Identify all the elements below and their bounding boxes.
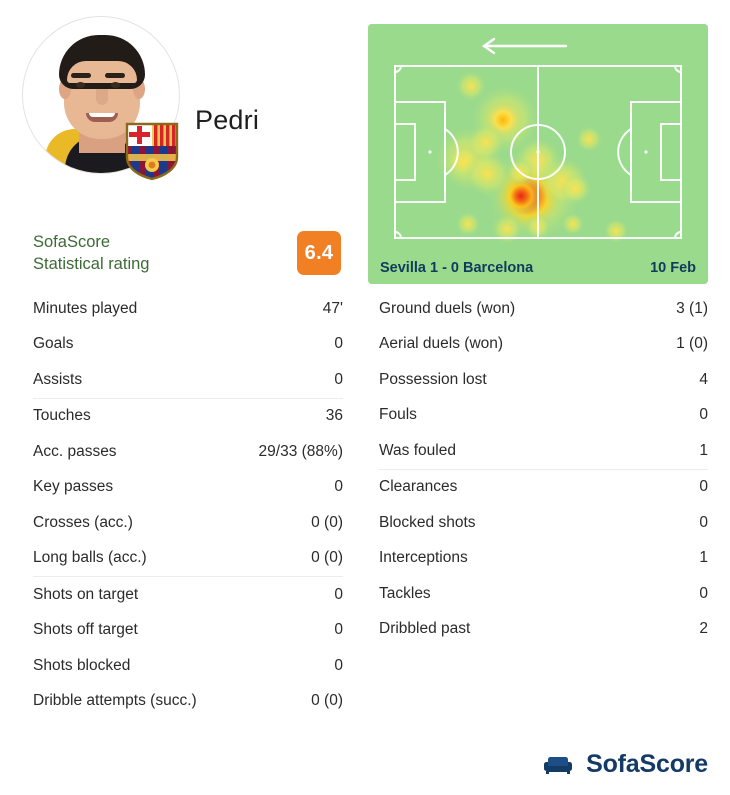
stat-label: Blocked shots bbox=[379, 513, 476, 531]
stat-row: Touches 36 bbox=[33, 399, 343, 435]
stats-group: Clearances 0 Blocked shots 0 Interceptions 1 T… bbox=[379, 468, 708, 648]
stat-row: Clearances 0 bbox=[379, 470, 708, 506]
stat-value: 0 bbox=[334, 478, 343, 496]
stat-row: Ground duels (won) 3 (1) bbox=[379, 291, 708, 327]
stat-value: 0 bbox=[334, 621, 343, 639]
stat-value: 1 bbox=[699, 441, 708, 459]
stat-row: Long balls (acc.) 0 (0) bbox=[33, 541, 343, 577]
stat-value: 0 bbox=[334, 585, 343, 603]
stat-value: 0 bbox=[334, 370, 343, 388]
stat-label: Aerial duels (won) bbox=[379, 335, 504, 353]
stat-row: Tackles 0 bbox=[379, 576, 708, 612]
stat-row: Was fouled 1 bbox=[379, 433, 708, 469]
stat-label: Fouls bbox=[379, 406, 417, 424]
stat-row: Acc. passes 29/33 (88%) bbox=[33, 434, 343, 470]
footer-brand[interactable]: SofaScore bbox=[542, 750, 708, 779]
stat-row: Blocked shots 0 bbox=[379, 505, 708, 541]
stat-row: Interceptions 1 bbox=[379, 541, 708, 577]
stat-value: 0 bbox=[699, 406, 708, 424]
player-photo-icon bbox=[22, 16, 180, 174]
fc-barcelona-crest-icon bbox=[125, 122, 179, 181]
stat-row: Aerial duels (won) 1 (0) bbox=[379, 327, 708, 363]
stat-value: 29/33 (88%) bbox=[258, 442, 343, 460]
statistics-section: Minutes played 47' Goals 0 Assists 0 Touches 36… bbox=[0, 291, 730, 719]
stat-value: 0 bbox=[699, 584, 708, 602]
stats-column-left: Minutes played 47' Goals 0 Assists 0 Touches 36… bbox=[0, 291, 365, 719]
stat-label: Dribble attempts (succ.) bbox=[33, 692, 197, 710]
stat-label: Possession lost bbox=[379, 370, 487, 388]
stat-label: Acc. passes bbox=[33, 442, 117, 460]
page-title: Pedri bbox=[195, 105, 260, 135]
rating-label: SofaScore Statistical rating bbox=[33, 231, 149, 275]
stat-value: 2 bbox=[699, 620, 708, 638]
stat-label: Tackles bbox=[379, 584, 431, 602]
stat-value: 4 bbox=[699, 370, 708, 388]
stats-group: Shots on target 0 Shots off target 0 Shots b… bbox=[33, 576, 343, 719]
statistical-rating: SofaScore Statistical rating 6.4 bbox=[0, 222, 365, 284]
heatmap-card[interactable]: Sevilla 1 - 0 Barcelona 10 Feb bbox=[368, 24, 708, 284]
stats-column-right: Ground duels (won) 3 (1) Aerial duels (won… bbox=[365, 291, 730, 719]
stat-row: Fouls 0 bbox=[379, 398, 708, 434]
stat-value: 1 bbox=[699, 549, 708, 567]
stat-label: Shots blocked bbox=[33, 656, 131, 674]
rating-label-line1: SofaScore bbox=[33, 233, 111, 251]
rating-label-line2: Statistical rating bbox=[33, 255, 150, 273]
stat-row: Possession lost 4 bbox=[379, 362, 708, 398]
stat-row: Crosses (acc.) 0 (0) bbox=[33, 505, 343, 541]
arrow-left-icon bbox=[481, 37, 568, 55]
stat-value: 0 (0) bbox=[311, 692, 343, 710]
stat-label: Clearances bbox=[379, 478, 458, 496]
heatmap-pitch bbox=[368, 24, 708, 254]
stat-row: Shots on target 0 bbox=[33, 577, 343, 613]
sofa-icon bbox=[544, 756, 573, 774]
stat-row: Goals 0 bbox=[33, 327, 343, 363]
stat-value: 0 bbox=[699, 478, 708, 496]
avatar[interactable] bbox=[22, 16, 180, 181]
stat-row: Assists 0 bbox=[33, 362, 343, 398]
stat-label: Shots on target bbox=[33, 585, 139, 603]
stat-value: 3 (1) bbox=[676, 299, 708, 317]
stat-value: 0 bbox=[699, 513, 708, 531]
footer-brand-name: SofaScore bbox=[586, 750, 708, 778]
stat-value: 0 bbox=[334, 656, 343, 674]
stat-value: 0 (0) bbox=[311, 549, 343, 567]
stat-label: Goals bbox=[33, 335, 74, 353]
stats-group: Ground duels (won) 3 (1) Aerial duels (won… bbox=[379, 291, 708, 469]
stat-label: Long balls (acc.) bbox=[33, 549, 147, 567]
stat-label: Touches bbox=[33, 407, 91, 425]
rating-badge[interactable]: 6.4 bbox=[297, 231, 341, 275]
stat-row: Dribbled past 2 bbox=[379, 612, 708, 648]
stat-row: Minutes played 47' bbox=[33, 291, 343, 327]
match-score: Sevilla 1 - 0 Barcelona bbox=[380, 260, 534, 276]
stat-row: Dribble attempts (succ.) 0 (0) bbox=[33, 684, 343, 720]
stat-label: Shots off target bbox=[33, 621, 138, 639]
stat-value: 0 bbox=[334, 335, 343, 353]
match-date: 10 Feb bbox=[650, 260, 696, 276]
stat-value: 47' bbox=[322, 299, 343, 317]
stat-row: Shots off target 0 bbox=[33, 613, 343, 649]
stat-row: Shots blocked 0 bbox=[33, 648, 343, 684]
stat-label: Minutes played bbox=[33, 299, 138, 317]
stat-label: Interceptions bbox=[379, 549, 468, 567]
stat-value: 0 (0) bbox=[311, 513, 343, 531]
stat-row: Key passes 0 bbox=[33, 470, 343, 506]
stat-label: Was fouled bbox=[379, 441, 456, 459]
stats-group: Touches 36 Acc. passes 29/33 (88%) Key passe… bbox=[33, 397, 343, 577]
stat-label: Assists bbox=[33, 370, 83, 388]
stat-value: 36 bbox=[325, 407, 343, 425]
stat-label: Key passes bbox=[33, 478, 114, 496]
stat-label: Dribbled past bbox=[379, 620, 471, 638]
player-header: Pedri SofaScore Statistical rating 6.4 bbox=[0, 0, 730, 285]
stat-label: Ground duels (won) bbox=[379, 299, 516, 317]
stat-value: 1 (0) bbox=[676, 335, 708, 353]
stat-label: Crosses (acc.) bbox=[33, 513, 133, 531]
heatmap-footer: Sevilla 1 - 0 Barcelona 10 Feb bbox=[368, 252, 708, 284]
stats-group: Minutes played 47' Goals 0 Assists 0 bbox=[33, 291, 343, 398]
